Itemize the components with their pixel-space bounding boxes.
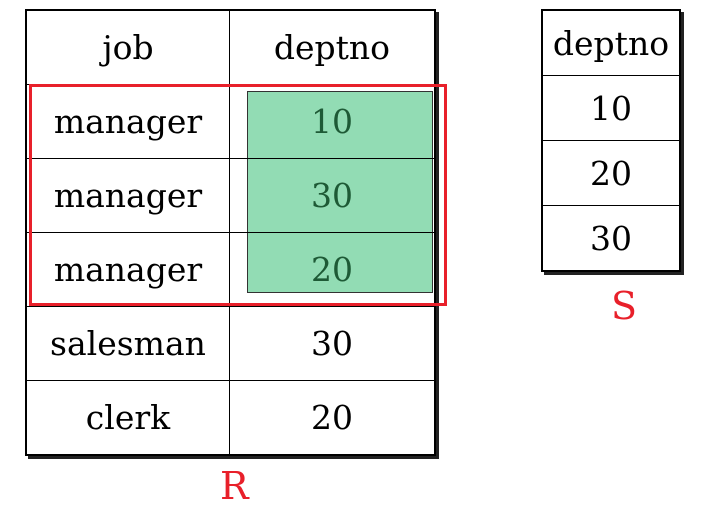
cell-deptno: 10 bbox=[541, 75, 681, 141]
table-row: manager 10 bbox=[25, 84, 436, 159]
table-row: clerk 20 bbox=[25, 380, 436, 456]
cell-job: manager bbox=[25, 232, 230, 307]
cell-job: salesman bbox=[25, 306, 230, 381]
table-row: salesman 30 bbox=[25, 306, 436, 381]
header-deptno: deptno bbox=[541, 9, 681, 76]
table-r: job deptno manager 10 manager 30 manager… bbox=[25, 9, 436, 456]
cell-deptno: 20 bbox=[541, 140, 681, 206]
cell-deptno: 30 bbox=[228, 306, 436, 381]
cell-job: manager bbox=[25, 84, 230, 159]
table-row: 30 bbox=[541, 205, 681, 272]
cell-job: clerk bbox=[25, 380, 230, 456]
cell-deptno: 20 bbox=[228, 380, 436, 456]
header-job: job bbox=[25, 9, 230, 85]
table-row: manager 20 bbox=[25, 232, 436, 307]
table-s-label: S bbox=[611, 284, 638, 328]
table-r-label: R bbox=[220, 464, 249, 508]
table-r-header-row: job deptno bbox=[25, 9, 436, 85]
table-row: 20 bbox=[541, 140, 681, 206]
table-row: 10 bbox=[541, 75, 681, 141]
cell-deptno: 20 bbox=[228, 232, 436, 307]
cell-job: manager bbox=[25, 158, 230, 233]
table-row: manager 30 bbox=[25, 158, 436, 233]
header-deptno: deptno bbox=[228, 9, 436, 85]
table-s: deptno 10 20 30 bbox=[541, 9, 681, 272]
cell-deptno: 10 bbox=[228, 84, 436, 159]
cell-deptno: 30 bbox=[541, 205, 681, 272]
table-s-header-row: deptno bbox=[541, 9, 681, 76]
cell-deptno: 30 bbox=[228, 158, 436, 233]
